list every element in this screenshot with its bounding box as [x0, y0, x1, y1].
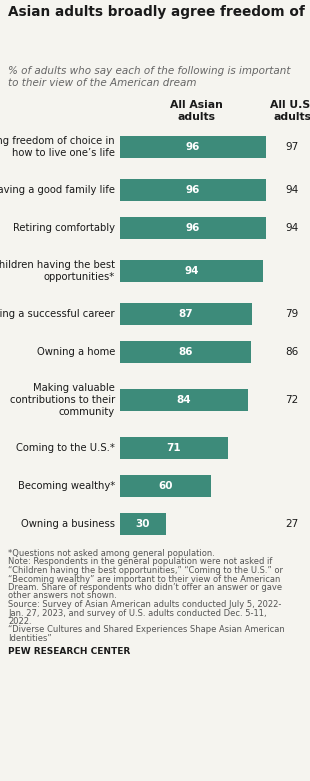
Bar: [120, 389, 248, 411]
Text: % of adults who say each of the following is important
to their view of the Amer: % of adults who say each of the followin…: [8, 66, 290, 88]
Text: “Becoming wealthy” are important to their view of the American: “Becoming wealthy” are important to thei…: [8, 575, 280, 583]
Text: Becoming wealthy*: Becoming wealthy*: [18, 481, 115, 491]
Text: Note: Respondents in the general population were not asked if: Note: Respondents in the general populat…: [8, 558, 272, 566]
Bar: [120, 437, 228, 459]
Text: Owning a business: Owning a business: [21, 519, 115, 529]
Bar: [120, 475, 211, 497]
Text: Retiring comfortably: Retiring comfortably: [13, 223, 115, 233]
Text: 27: 27: [286, 519, 299, 529]
Text: Owning a home: Owning a home: [37, 347, 115, 357]
Text: 30: 30: [135, 519, 150, 529]
Text: All U.S.
adults: All U.S. adults: [270, 100, 310, 122]
Text: Having a successful career: Having a successful career: [0, 309, 115, 319]
Bar: [120, 513, 166, 535]
Text: Making valuable
contributions to their
community: Making valuable contributions to their c…: [10, 383, 115, 417]
Bar: [120, 217, 266, 239]
Text: 79: 79: [286, 309, 299, 319]
Text: 86: 86: [178, 347, 193, 357]
Text: 96: 96: [186, 223, 200, 233]
Text: 94: 94: [184, 266, 199, 276]
Text: 97: 97: [286, 142, 299, 152]
Text: 94: 94: [286, 223, 299, 233]
Text: 60: 60: [158, 481, 173, 491]
Bar: [120, 341, 251, 363]
Bar: [120, 136, 266, 158]
Text: Children having the best
opportunities*: Children having the best opportunities*: [0, 260, 115, 282]
Text: Coming to the U.S.*: Coming to the U.S.*: [16, 443, 115, 453]
Text: 72: 72: [286, 395, 299, 405]
Bar: [120, 260, 263, 282]
Bar: [120, 179, 266, 201]
Text: 84: 84: [176, 395, 191, 405]
Text: Having freedom of choice in
how to live one’s life: Having freedom of choice in how to live …: [0, 136, 115, 158]
Text: 96: 96: [186, 142, 200, 152]
Text: Dream. Share of respondents who didn’t offer an answer or gave: Dream. Share of respondents who didn’t o…: [8, 583, 282, 592]
Text: 86: 86: [286, 347, 299, 357]
Text: 94: 94: [286, 185, 299, 195]
Text: PEW RESEARCH CENTER: PEW RESEARCH CENTER: [8, 647, 130, 655]
Text: 2022.: 2022.: [8, 617, 32, 626]
Text: *Questions not asked among general population.: *Questions not asked among general popul…: [8, 549, 215, 558]
Text: Source: Survey of Asian American adults conducted July 5, 2022-: Source: Survey of Asian American adults …: [8, 600, 281, 609]
Text: All Asian
adults: All Asian adults: [170, 100, 223, 122]
Bar: [120, 303, 252, 325]
Text: Identities”: Identities”: [8, 634, 52, 643]
Text: other answers not shown.: other answers not shown.: [8, 591, 117, 601]
Text: 96: 96: [186, 185, 200, 195]
Text: Having a good family life: Having a good family life: [0, 185, 115, 195]
Text: 71: 71: [167, 443, 181, 453]
Text: “Children having the best opportunities,” “Coming to the U.S.” or: “Children having the best opportunities,…: [8, 566, 283, 575]
Text: Jan. 27, 2023, and survey of U.S. adults conducted Dec. 5-11,: Jan. 27, 2023, and survey of U.S. adults…: [8, 608, 267, 618]
Text: “Diverse Cultures and Shared Experiences Shape Asian American: “Diverse Cultures and Shared Experiences…: [8, 626, 285, 634]
Text: 87: 87: [179, 309, 193, 319]
Text: Asian adults broadly agree freedom of choice, a good family life, comfortable re: Asian adults broadly agree freedom of ch…: [8, 5, 310, 19]
